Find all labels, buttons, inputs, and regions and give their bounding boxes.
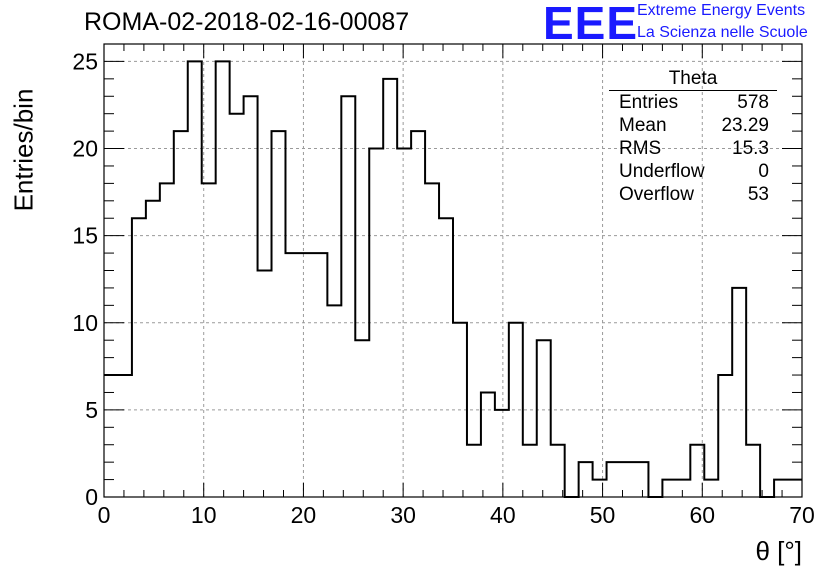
stats-label: Entries: [619, 92, 679, 113]
stats-row-overflow: Overflow 53: [609, 183, 777, 206]
y-tick-label: 20: [72, 136, 98, 162]
y-tick-label: 5: [85, 397, 98, 423]
x-tick-label: 50: [590, 502, 616, 528]
histogram-bin: [160, 183, 174, 497]
histogram-bin: [495, 410, 509, 497]
histogram-bin: [104, 375, 118, 497]
x-axis-label: θ [°]: [755, 536, 802, 566]
x-tick-label: 60: [689, 502, 715, 528]
histogram-bin: [746, 445, 760, 497]
histogram-bin: [230, 114, 244, 497]
y-tick-label: 10: [72, 310, 98, 336]
histogram-bin: [425, 183, 439, 497]
stats-box: Theta Entries 578 Mean 23.29 RMS 15.3 Un…: [609, 68, 777, 206]
y-tick-label: 0: [85, 484, 98, 510]
histogram-bin: [272, 131, 286, 497]
stats-label: Overflow: [619, 184, 694, 205]
stats-value: 0: [758, 161, 769, 182]
histogram-bin: [481, 392, 495, 497]
stats-label: Mean: [619, 115, 667, 136]
y-axis-label-box: Entries/bin: [4, 89, 44, 212]
x-tick-label: 30: [390, 502, 416, 528]
histogram-bin: [593, 480, 607, 497]
histogram-bin: [327, 305, 341, 497]
stats-value: 15.3: [732, 138, 769, 159]
histogram-bin: [788, 480, 802, 497]
histogram-bin: [313, 253, 327, 497]
eee-logo: EEE: [543, 0, 639, 49]
x-tick-label: 70: [789, 502, 815, 528]
histogram-bin: [411, 131, 425, 497]
histogram-bin: [244, 96, 258, 497]
histogram-bin: [188, 61, 202, 497]
x-tick-label: 10: [191, 502, 217, 528]
y-tick-label: 25: [72, 48, 98, 74]
histogram-bin: [174, 131, 188, 497]
y-tick-label: 15: [72, 223, 98, 249]
histogram-bin: [355, 340, 369, 497]
eee-logo-subtitle-2: La Scienza nelle Scuole: [637, 24, 808, 41]
eee-logo-subtitle-1: Extreme Energy Events: [637, 2, 806, 19]
y-axis-label: Entries/bin: [8, 88, 39, 212]
histogram-bin: [216, 61, 230, 497]
stats-row-underflow: Underflow 0: [609, 160, 777, 183]
histogram-bin: [146, 201, 160, 497]
x-tick-label: 20: [291, 502, 317, 528]
stats-value: 23.29: [721, 115, 769, 136]
histogram-bin: [439, 218, 453, 497]
x-tick-label: 40: [490, 502, 516, 528]
histogram-bin: [523, 445, 537, 497]
histogram-bin: [132, 218, 146, 497]
histogram-bin: [537, 340, 551, 497]
stats-title: Theta: [609, 68, 777, 91]
stats-row-rms: RMS 15.3: [609, 137, 777, 160]
stats-value: 578: [737, 92, 769, 113]
histogram-bin: [285, 253, 299, 497]
stats-row-entries: Entries 578: [609, 91, 777, 114]
histogram-bin: [341, 96, 355, 497]
chart-title: ROMA-02-2018-02-16-00087: [84, 8, 410, 36]
histogram-bin: [774, 480, 788, 497]
histogram-bin: [662, 480, 676, 497]
histogram-bin: [579, 462, 593, 497]
histogram-bin: [467, 445, 481, 497]
stats-value: 53: [747, 184, 769, 205]
histogram-bin: [258, 271, 272, 498]
histogram-bin: [551, 445, 565, 497]
x-tick-label: 0: [98, 502, 111, 528]
stats-label: Underflow: [619, 161, 705, 182]
histogram-bin: [118, 375, 132, 497]
histogram-bin: [704, 480, 718, 497]
histogram-bin: [634, 462, 648, 497]
stats-row-mean: Mean 23.29: [609, 114, 777, 137]
histogram-line: [104, 60, 802, 498]
histogram-bin: [383, 79, 397, 497]
histogram-bin: [299, 253, 313, 497]
stats-label: RMS: [619, 138, 662, 159]
plot-frame: [103, 43, 803, 498]
histogram-bin: [732, 288, 746, 497]
histogram-bin: [607, 462, 621, 497]
histogram-bin: [718, 375, 732, 497]
histogram-bin: [676, 480, 690, 497]
